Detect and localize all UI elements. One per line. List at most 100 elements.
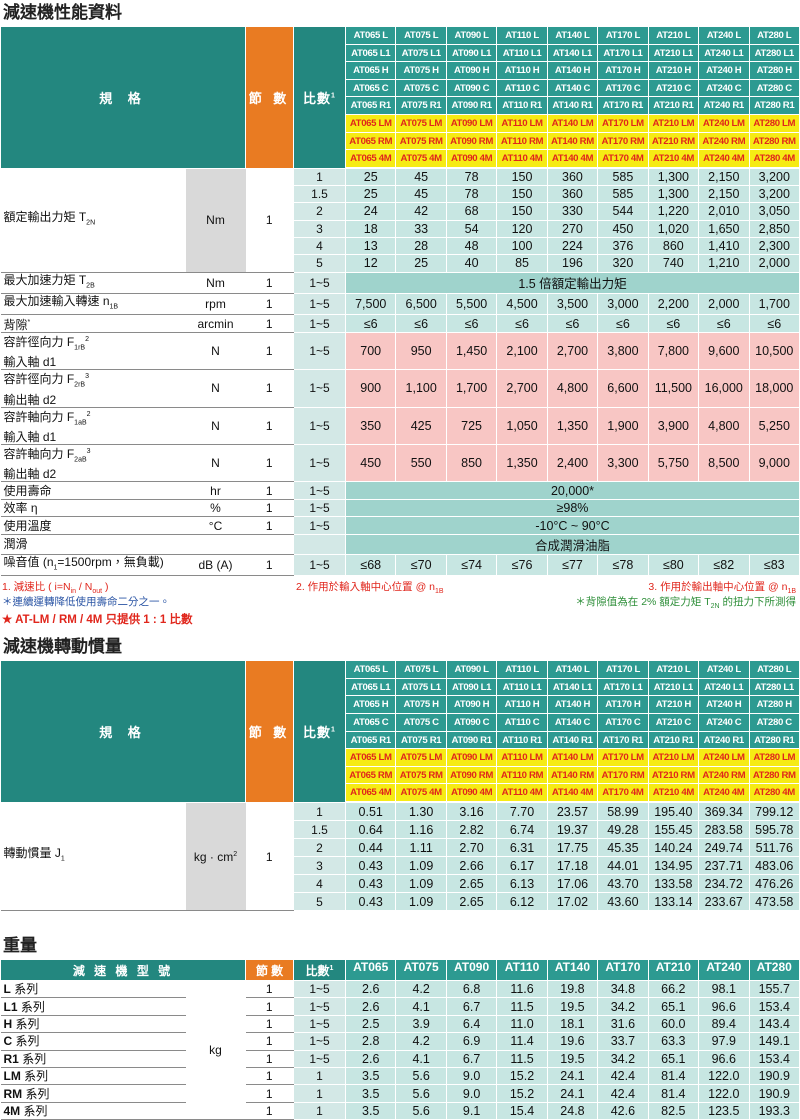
label-line: 容許徑向力 F2rB3	[4, 370, 186, 392]
table-header: 減 速 機 型 號節 數比數1 AT065 AT075 AT090 AT110 AT140…	[0, 959, 800, 982]
stages	[245, 534, 294, 555]
model-header: AT065 L AT065 L1 AT065 H AT065 C AT065 R1 AT0…	[344, 660, 397, 804]
value: 0.51	[344, 802, 397, 822]
data-row: 背隙* arcmin 1 1~5 ≤6 ≤6 ≤6 ≤6 ≤6 ≤6 ≤6 ≤6 ≤6	[0, 314, 800, 333]
value: 320	[597, 254, 649, 273]
data-row: 4M 系列 1 1 3.5 5.6 9.1 15.4 24.8 42.6 82.5 123.5 193…	[0, 1101, 800, 1120]
model-name: AT140 R1	[548, 97, 597, 115]
model-name: AT075 RM	[396, 766, 446, 785]
value: 860	[647, 236, 700, 256]
value: 12	[344, 254, 397, 273]
row-label: R1 系列	[0, 1050, 186, 1068]
value: 65.1	[647, 997, 700, 1016]
ratio: 1~5	[293, 553, 346, 577]
text-part: 背隙	[3, 317, 28, 332]
value: 350	[344, 406, 397, 445]
data-row: 3 0.43 1.09 2.66 6.17 17.18 44.01 134.95 237.71 4…	[1, 856, 800, 876]
data-row: 轉動慣量 J1 kg · cm2 1 1 0.51 1.30 3.16 7.70 23.57 58…	[0, 802, 800, 912]
value: ≤77	[546, 553, 599, 577]
model-header: AT280	[748, 959, 800, 982]
model-name: AT065 R1	[346, 732, 395, 750]
value: 3,200	[748, 167, 800, 187]
model-name: AT210 LM	[649, 114, 698, 133]
model-name: AT280 L1	[749, 45, 799, 63]
value: 2,150	[698, 167, 750, 187]
value: ≤68	[344, 553, 397, 577]
model-name: AT240 L	[699, 662, 748, 679]
value: 4.1	[395, 997, 447, 1016]
supscript: *	[27, 318, 31, 326]
model-header: AT210 L AT210 L1 AT210 H AT210 C AT210 R1 AT2…	[647, 660, 700, 804]
value: 122.0	[698, 1084, 750, 1103]
supscript: 2	[86, 410, 91, 418]
value: 2.5	[344, 1014, 397, 1034]
value: 63.3	[647, 1032, 700, 1051]
value: 360	[546, 185, 599, 204]
value: 10,500	[748, 331, 800, 371]
model-name: AT090 L	[447, 662, 496, 679]
supscript: 1	[331, 92, 336, 100]
model-name: AT065 L	[346, 662, 395, 679]
stages: 1	[245, 1032, 294, 1051]
model-name: AT075 RM	[396, 132, 446, 151]
model-name: AT140 LM	[548, 749, 597, 767]
value: 66.2	[647, 980, 700, 999]
value: 7,800	[647, 331, 700, 371]
model-header: AT170 L AT170 L1 AT170 H AT170 C AT170 R1 AT1…	[597, 26, 649, 169]
model-name: AT170 L1	[598, 679, 648, 697]
value: 5.6	[395, 1084, 447, 1103]
text-part: 的扭力下所測得	[719, 596, 796, 609]
value: 18,000	[748, 369, 800, 408]
value: 42	[395, 202, 447, 221]
model-name: AT240 4M	[699, 784, 748, 802]
value: 3,800	[597, 331, 649, 371]
data-row: 效率 η% 1 1~5 ≥98%	[0, 498, 800, 518]
model-name: AT065 H	[346, 62, 395, 80]
data-row: 容許軸向力 F2aB3 輸出軸 d2 N 1 1~5 450 550 850 1,350 2,40…	[0, 443, 800, 483]
model-header: AT240	[698, 959, 750, 982]
value: 122.0	[698, 1066, 750, 1086]
model-name: AT090 LM	[447, 749, 496, 767]
value: 3.5	[344, 1101, 397, 1120]
value: 44.01	[597, 856, 649, 876]
model-name: AT280 R1	[749, 732, 799, 750]
value: 133.14	[647, 892, 700, 912]
data-row: 2 0.44 1.11 2.70 6.31 17.75 45.35 140.24 249.74 5…	[1, 838, 800, 858]
table-header: 規 格節 數比數1 AT065 L AT065 L1 AT065 H AT065 C AT…	[0, 26, 800, 169]
model-name: AT110 H	[497, 62, 547, 80]
footnote: ★ AT-LM / RM / 4M 只提供 1 : 1 比數	[2, 614, 193, 627]
ratio: 5	[293, 254, 346, 273]
model-name: AT075 L1	[396, 45, 446, 63]
value: 1,450	[445, 331, 498, 371]
series-suffix: 系列	[22, 1051, 47, 1066]
series-suffix: 系列	[15, 1034, 40, 1049]
value: 850	[445, 443, 498, 483]
value: 6.7	[445, 1049, 498, 1068]
unit: kg	[185, 980, 246, 1120]
value: 96.6	[698, 997, 750, 1016]
value: 3,050	[748, 202, 800, 221]
subscript: in	[70, 588, 77, 596]
value: 16,000	[698, 369, 750, 408]
stages: 1	[245, 997, 294, 1016]
value: 3.16	[445, 802, 498, 822]
value: 54	[445, 219, 498, 238]
data-row: 噪音值 (n1=1500rpm，無負載) dB (A) 1 1~5 ≤68 ≤70 ≤74 ≤…	[0, 553, 800, 577]
model-name: AT090 C	[447, 714, 496, 732]
label-line: 容許軸向力 F1aB2	[4, 408, 186, 430]
ratio-header: 比數1	[293, 660, 346, 804]
series-suffix: 系列	[15, 1016, 40, 1031]
value: 511.76	[748, 838, 800, 858]
value: 2.8	[344, 1032, 397, 1051]
unit: rpm	[185, 293, 246, 316]
value: 0.44	[344, 838, 397, 858]
model-name: AT075 L	[396, 662, 446, 679]
text-part: 容許徑向力 F	[3, 372, 75, 387]
value: 1.30	[395, 802, 447, 822]
value: 376	[597, 236, 649, 256]
model-name: AT170 H	[598, 696, 648, 715]
model-name: AT075 L	[396, 27, 446, 45]
series-suffix: 系列	[20, 999, 45, 1014]
stages: 1	[245, 1015, 294, 1034]
value: 6,500	[395, 292, 447, 316]
